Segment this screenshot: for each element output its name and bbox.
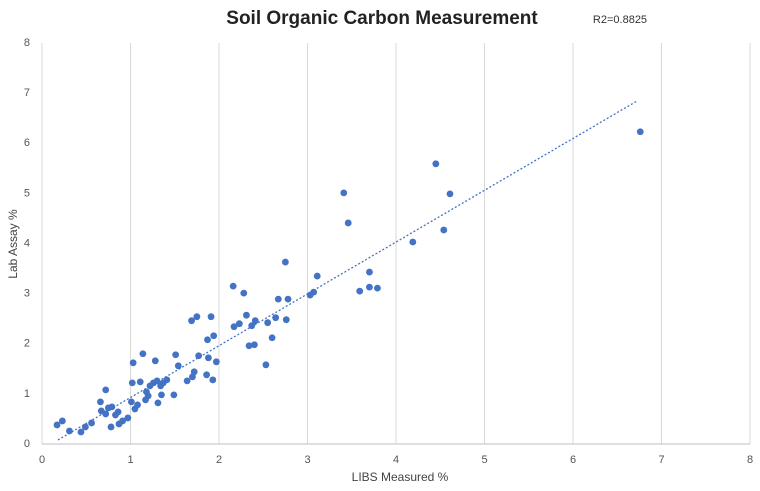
point: [245, 342, 253, 350]
point: [248, 322, 256, 330]
point: [129, 359, 137, 367]
y-tick-label: 0: [24, 438, 30, 450]
point: [134, 401, 141, 409]
point: [212, 358, 220, 366]
point: [446, 190, 454, 198]
point: [366, 268, 373, 276]
y-tick-label: 3: [24, 288, 30, 300]
point: [53, 421, 61, 429]
point: [207, 313, 215, 321]
point: [204, 354, 212, 362]
point: [66, 427, 73, 435]
r2-annotation: R2=0.8825: [593, 14, 647, 26]
point: [282, 316, 290, 324]
point: [108, 403, 116, 411]
point: [195, 352, 203, 360]
point: [272, 314, 280, 322]
x-tick-label: 8: [747, 454, 753, 466]
point: [58, 417, 66, 425]
point: [251, 341, 258, 349]
point: [151, 357, 159, 365]
point: [340, 189, 348, 197]
point: [240, 289, 248, 297]
point: [230, 323, 238, 331]
point: [262, 361, 270, 369]
point: [144, 392, 152, 400]
y-tick-label: 7: [24, 87, 30, 99]
y-tick-label: 5: [24, 187, 30, 199]
point: [432, 160, 440, 168]
point: [310, 288, 318, 296]
x-tick-label: 4: [393, 454, 399, 466]
y-tick-label: 1: [24, 388, 30, 400]
point: [374, 284, 381, 292]
point: [119, 417, 126, 425]
point: [344, 219, 352, 227]
point: [409, 238, 417, 246]
point: [268, 334, 276, 342]
point: [229, 282, 237, 290]
point: [128, 379, 136, 387]
point: [264, 319, 272, 327]
point: [440, 226, 448, 234]
point: [284, 295, 292, 303]
chart-title: Soil Organic Carbon Measurement: [226, 8, 538, 29]
point: [203, 371, 211, 379]
point: [636, 128, 644, 136]
point: [243, 311, 250, 319]
y-tick-label: 6: [24, 137, 30, 149]
y-tick-label: 4: [24, 237, 30, 249]
point: [281, 258, 289, 266]
point: [313, 272, 321, 280]
x-tick-label: 7: [658, 454, 664, 466]
y-axis-label: Lab Assay %: [6, 209, 20, 279]
point: [356, 287, 364, 295]
x-tick-label: 0: [39, 454, 45, 466]
y-tick-label: 8: [24, 37, 30, 49]
x-tick-label: 1: [127, 454, 133, 466]
trendline: [57, 100, 638, 441]
x-tick-label: 5: [481, 454, 487, 466]
point: [235, 320, 243, 328]
point: [209, 376, 217, 384]
point: [204, 336, 211, 344]
point: [88, 419, 95, 427]
point: [251, 317, 259, 325]
point: [183, 377, 191, 385]
point: [124, 414, 132, 422]
point: [188, 317, 195, 325]
point: [97, 398, 104, 406]
x-tick-label: 2: [216, 454, 222, 466]
point: [274, 295, 282, 303]
point: [107, 423, 115, 431]
point: [77, 428, 85, 436]
point: [174, 362, 182, 370]
x-tick-label: 6: [570, 454, 576, 466]
point: [170, 391, 178, 399]
point: [114, 408, 122, 416]
point: [210, 332, 218, 340]
point: [193, 313, 201, 321]
point: [158, 391, 165, 399]
point: [190, 368, 198, 376]
y-tick-label: 2: [24, 338, 30, 350]
point: [172, 351, 180, 359]
point: [102, 386, 110, 394]
point: [163, 376, 171, 384]
point: [136, 378, 144, 386]
x-axis-label: LIBS Measured %: [352, 470, 449, 484]
point: [154, 399, 162, 407]
point: [366, 283, 373, 291]
point: [127, 398, 135, 406]
point: [102, 410, 110, 418]
x-tick-label: 3: [304, 454, 310, 466]
point: [139, 350, 147, 358]
